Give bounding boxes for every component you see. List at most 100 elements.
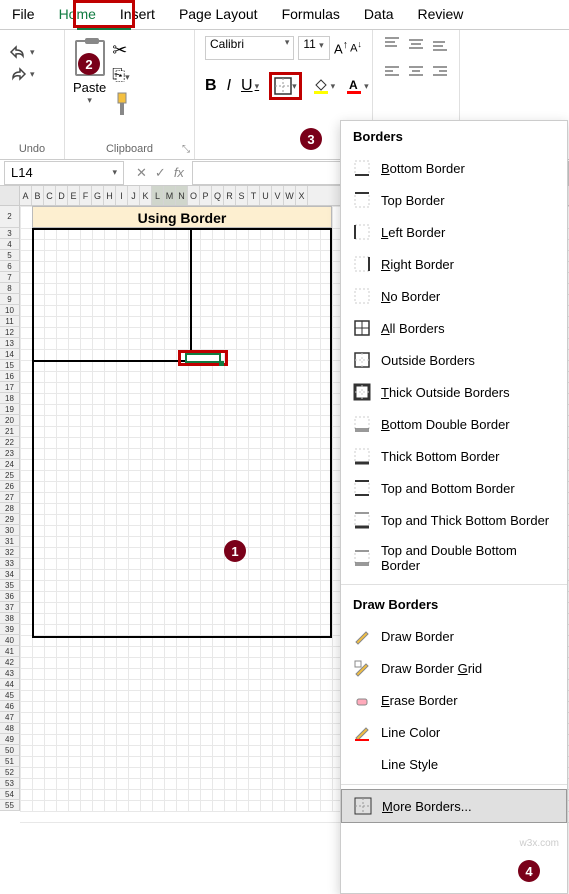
row-header-23[interactable]: 23 xyxy=(0,448,20,459)
row-header-7[interactable]: 7 xyxy=(0,272,20,283)
menu-item-drawb[interactable]: Draw Border xyxy=(341,620,567,652)
row-header-39[interactable]: 39 xyxy=(0,624,20,635)
col-header-B[interactable]: B xyxy=(32,186,44,205)
row-header-41[interactable]: 41 xyxy=(0,646,20,657)
row-header-13[interactable]: 13 xyxy=(0,338,20,349)
row-header-22[interactable]: 22 xyxy=(0,437,20,448)
row-header-36[interactable]: 36 xyxy=(0,591,20,602)
col-header-C[interactable]: C xyxy=(44,186,56,205)
row-header-43[interactable]: 43 xyxy=(0,668,20,679)
row-header-16[interactable]: 16 xyxy=(0,371,20,382)
menu-item-erase[interactable]: Erase Border xyxy=(341,684,567,716)
row-header-6[interactable]: 6 xyxy=(0,261,20,272)
row-header-45[interactable]: 45 xyxy=(0,690,20,701)
italic-button[interactable]: I xyxy=(227,77,231,95)
clipboard-launcher[interactable]: ⤡ xyxy=(182,144,190,155)
select-all-corner[interactable] xyxy=(0,186,20,205)
redo-button[interactable]: ▾ xyxy=(8,66,56,82)
col-header-O[interactable]: O xyxy=(188,186,200,205)
row-header-33[interactable]: 33 xyxy=(0,558,20,569)
tab-home[interactable]: Home xyxy=(47,0,108,29)
enter-formula-button[interactable]: ✓ xyxy=(155,165,166,181)
row-header-19[interactable]: 19 xyxy=(0,404,20,415)
col-header-A[interactable]: A xyxy=(20,186,32,205)
row-header-37[interactable]: 37 xyxy=(0,602,20,613)
col-header-I[interactable]: I xyxy=(116,186,128,205)
tab-insert[interactable]: Insert xyxy=(108,0,167,29)
font-size-select[interactable]: 11 ▾ xyxy=(298,36,330,60)
tab-file[interactable]: File xyxy=(0,0,47,29)
menu-item-top[interactable]: Top Border xyxy=(341,184,567,216)
col-header-G[interactable]: G xyxy=(92,186,104,205)
tab-pagelayout[interactable]: Page Layout xyxy=(167,0,270,29)
row-header-54[interactable]: 54 xyxy=(0,789,20,800)
align-right-button[interactable] xyxy=(431,64,449,80)
col-header-U[interactable]: U xyxy=(260,186,272,205)
col-header-X[interactable]: X xyxy=(296,186,308,205)
col-header-M[interactable]: M xyxy=(164,186,176,205)
name-box[interactable]: L14▾ xyxy=(4,161,124,185)
row-header-15[interactable]: 15 xyxy=(0,360,20,371)
row-header-40[interactable]: 40 xyxy=(0,635,20,646)
row-header-2[interactable]: 2 xyxy=(0,206,20,228)
row-header-18[interactable]: 18 xyxy=(0,393,20,404)
row-header-8[interactable]: 8 xyxy=(0,283,20,294)
row-header-55[interactable]: 55 xyxy=(0,800,20,811)
col-header-L[interactable]: L xyxy=(152,186,164,205)
row-header-20[interactable]: 20 xyxy=(0,415,20,426)
fill-color-button[interactable]: ▾ xyxy=(312,77,336,95)
row-header-29[interactable]: 29 xyxy=(0,514,20,525)
fill-handle[interactable] xyxy=(219,361,224,366)
col-header-V[interactable]: V xyxy=(272,186,284,205)
col-header-N[interactable]: N xyxy=(176,186,188,205)
menu-item-lstyle[interactable]: Line Style xyxy=(341,748,567,780)
row-header-28[interactable]: 28 xyxy=(0,503,20,514)
border-button[interactable]: ▾ xyxy=(269,72,302,100)
menu-item-drawg[interactable]: Draw Border Grid xyxy=(341,652,567,684)
col-header-D[interactable]: D xyxy=(56,186,68,205)
row-header-47[interactable]: 47 xyxy=(0,712,20,723)
row-header-51[interactable]: 51 xyxy=(0,756,20,767)
menu-item-bdouble[interactable]: Bottom Double Border xyxy=(341,408,567,440)
col-header-J[interactable]: J xyxy=(128,186,140,205)
menu-item-more-borders[interactable]: More Borders... xyxy=(341,789,567,823)
bold-button[interactable]: B xyxy=(205,77,217,95)
col-header-W[interactable]: W xyxy=(284,186,296,205)
menu-item-right[interactable]: Right Border xyxy=(341,248,567,280)
row-header-35[interactable]: 35 xyxy=(0,580,20,591)
menu-item-thickb[interactable]: Thick Bottom Border xyxy=(341,440,567,472)
row-header-10[interactable]: 10 xyxy=(0,305,20,316)
row-header-17[interactable]: 17 xyxy=(0,382,20,393)
menu-item-topdbl[interactable]: Top and Double Bottom Border xyxy=(341,536,567,580)
fx-button[interactable]: fx xyxy=(174,165,184,180)
paste-button[interactable]: Paste ▾ xyxy=(73,40,106,117)
row-header-5[interactable]: 5 xyxy=(0,250,20,261)
format-painter-button[interactable] xyxy=(112,91,132,117)
row-header-38[interactable]: 38 xyxy=(0,613,20,624)
font-color-button[interactable]: A▾ xyxy=(345,77,369,95)
col-header-E[interactable]: E xyxy=(68,186,80,205)
row-header-3[interactable]: 3 xyxy=(0,228,20,239)
row-header-24[interactable]: 24 xyxy=(0,459,20,470)
row-header-31[interactable]: 31 xyxy=(0,536,20,547)
menu-item-all[interactable]: All Borders xyxy=(341,312,567,344)
menu-item-topthick[interactable]: Top and Thick Bottom Border xyxy=(341,504,567,536)
tab-formulas[interactable]: Formulas xyxy=(270,0,352,29)
col-header-S[interactable]: S xyxy=(236,186,248,205)
row-header-42[interactable]: 42 xyxy=(0,657,20,668)
col-header-Q[interactable]: Q xyxy=(212,186,224,205)
row-header-11[interactable]: 11 xyxy=(0,316,20,327)
align-mid-button[interactable] xyxy=(407,36,425,52)
align-left-button[interactable] xyxy=(383,64,401,80)
row-header-32[interactable]: 32 xyxy=(0,547,20,558)
col-header-R[interactable]: R xyxy=(224,186,236,205)
col-header-K[interactable]: K xyxy=(140,186,152,205)
align-center-button[interactable] xyxy=(407,64,425,80)
col-header-P[interactable]: P xyxy=(200,186,212,205)
row-header-26[interactable]: 26 xyxy=(0,481,20,492)
row-header-48[interactable]: 48 xyxy=(0,723,20,734)
row-header-4[interactable]: 4 xyxy=(0,239,20,250)
menu-item-lcolor[interactable]: Line Color xyxy=(341,716,567,748)
row-header-12[interactable]: 12 xyxy=(0,327,20,338)
row-header-46[interactable]: 46 xyxy=(0,701,20,712)
